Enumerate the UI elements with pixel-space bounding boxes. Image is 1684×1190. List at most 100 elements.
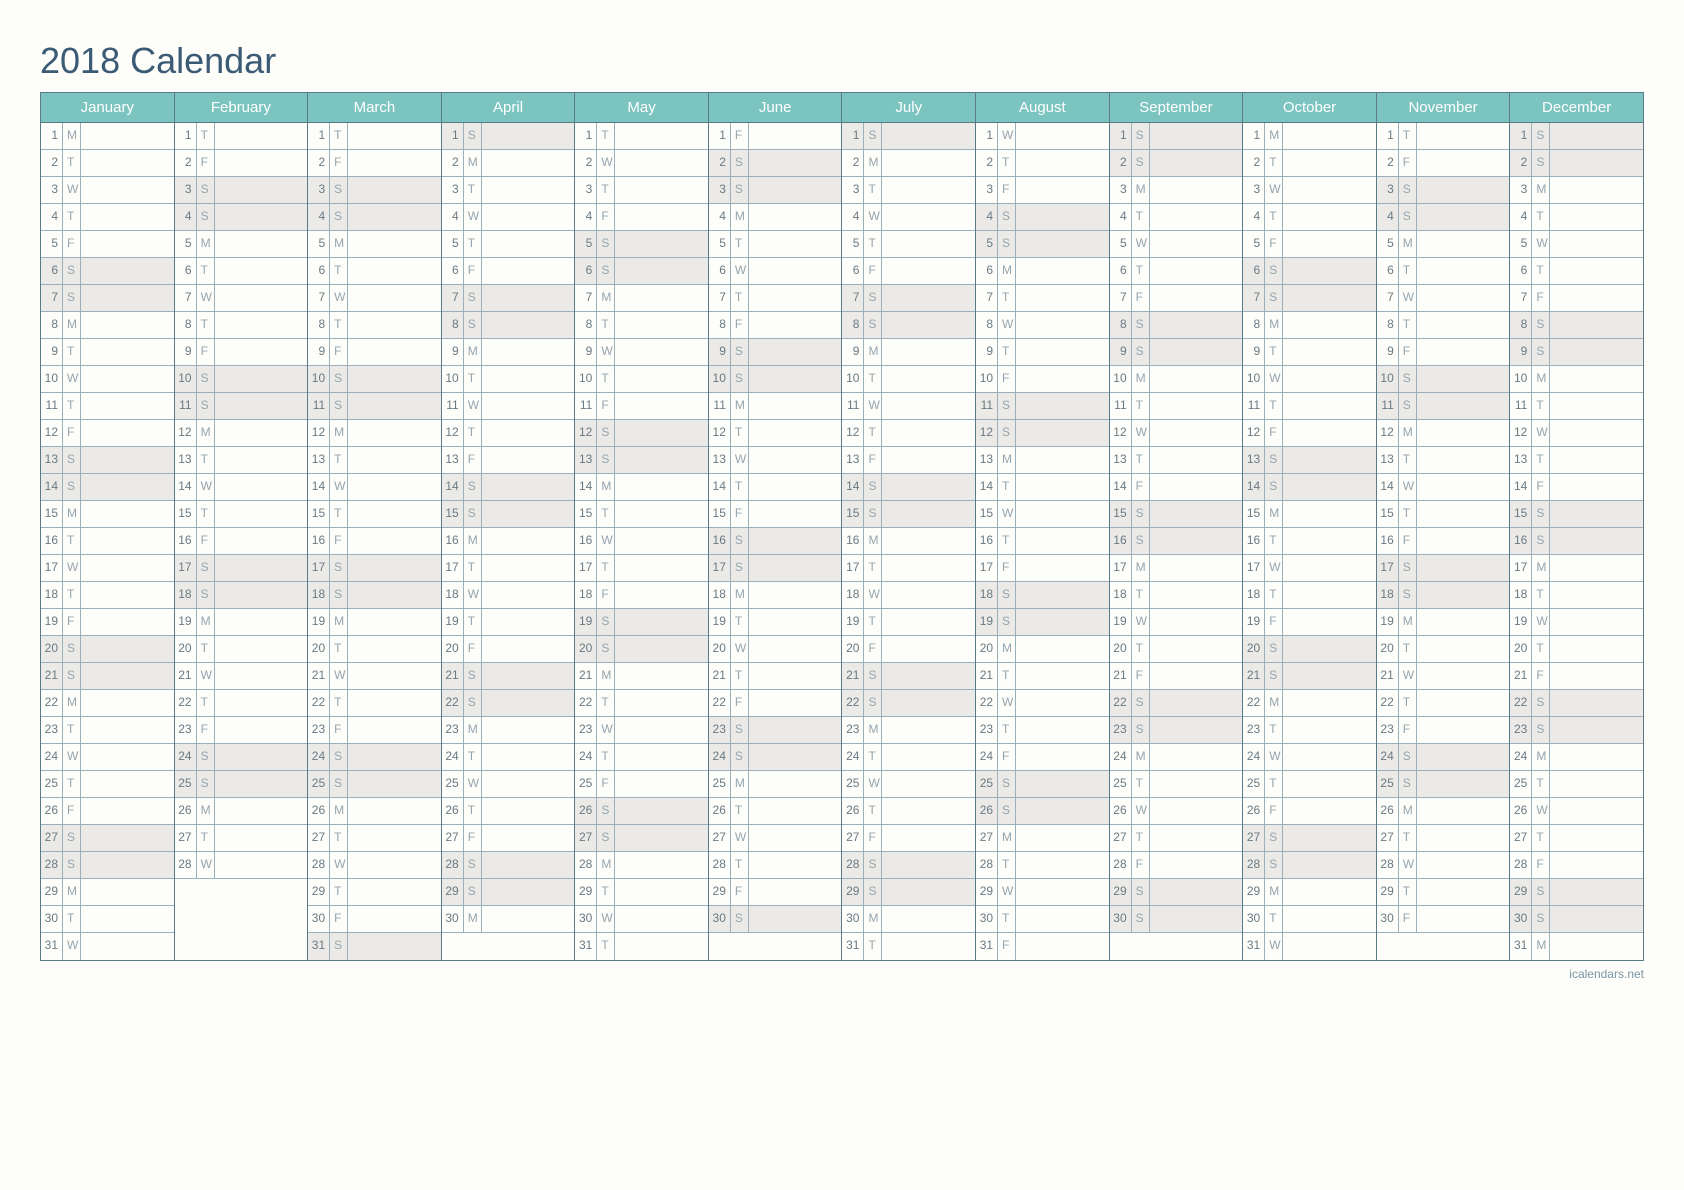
- day-cell: [1283, 258, 1376, 284]
- day-row: 20W: [709, 636, 842, 663]
- day-number: 18: [308, 582, 330, 608]
- day-of-week: S: [330, 555, 348, 581]
- day-row: 28F: [1110, 852, 1243, 879]
- day-cell: [1550, 744, 1643, 770]
- day-number: 12: [1377, 420, 1399, 446]
- day-cell: [1550, 609, 1643, 635]
- day-number: 13: [41, 447, 63, 473]
- day-of-week: T: [597, 933, 615, 960]
- day-of-week: S: [731, 744, 749, 770]
- day-row: 20F: [442, 636, 575, 663]
- month-header: November: [1377, 93, 1510, 123]
- day-cell: [348, 420, 441, 446]
- day-number: 29: [709, 879, 731, 905]
- day-number: 10: [1510, 366, 1532, 392]
- day-number: [175, 933, 197, 960]
- day-cell: [1550, 555, 1643, 581]
- day-cell: [1150, 582, 1243, 608]
- day-row: 13S: [1243, 447, 1376, 474]
- day-cell: [615, 717, 708, 743]
- day-of-week: W: [1265, 366, 1283, 392]
- day-cell: [1016, 177, 1109, 203]
- day-number: 5: [41, 231, 63, 257]
- day-row: 29S: [442, 879, 575, 906]
- day-row: 10W: [41, 366, 174, 393]
- calendar-grid: January1M2T3W4T5F6S7S8M9T10W11T12F13S14S…: [40, 92, 1644, 961]
- day-row: 8S: [842, 312, 975, 339]
- day-number: 1: [1377, 123, 1399, 149]
- day-row: 14W: [308, 474, 441, 501]
- day-row: 10S: [709, 366, 842, 393]
- day-row: 24W: [41, 744, 174, 771]
- day-row: 10F: [976, 366, 1109, 393]
- day-number: 31: [976, 933, 998, 960]
- day-row: 25M: [709, 771, 842, 798]
- day-of-week: T: [597, 123, 615, 149]
- day-row: 13T: [308, 447, 441, 474]
- day-number: 23: [1243, 717, 1265, 743]
- day-number: 15: [1510, 501, 1532, 527]
- day-cell: [81, 528, 174, 554]
- day-cell: [1417, 636, 1510, 662]
- day-cell: [749, 744, 842, 770]
- day-row: 4S: [175, 204, 308, 231]
- day-number: [442, 933, 464, 960]
- day-number: 27: [175, 825, 197, 851]
- day-of-week: S: [597, 798, 615, 824]
- day-cell: [615, 933, 708, 960]
- day-of-week: T: [731, 609, 749, 635]
- day-row: [175, 906, 308, 933]
- day-number: 22: [842, 690, 864, 716]
- day-number: 9: [575, 339, 597, 365]
- day-of-week: F: [63, 609, 81, 635]
- day-of-week: T: [731, 474, 749, 500]
- day-of-week: T: [1265, 150, 1283, 176]
- day-of-week: M: [1265, 312, 1283, 338]
- day-cell: [882, 582, 975, 608]
- day-number: 23: [442, 717, 464, 743]
- month-header: January: [41, 93, 174, 123]
- day-cell: [348, 798, 441, 824]
- day-row: 9F: [1377, 339, 1510, 366]
- day-cell: [1417, 123, 1510, 149]
- day-of-week: T: [63, 771, 81, 797]
- day-number: 6: [1243, 258, 1265, 284]
- day-number: 27: [709, 825, 731, 851]
- day-row: 24M: [1510, 744, 1643, 771]
- day-of-week: S: [731, 555, 749, 581]
- day-cell: [1016, 690, 1109, 716]
- day-number: 30: [842, 906, 864, 932]
- day-of-week: W: [1265, 177, 1283, 203]
- day-row: 28S: [842, 852, 975, 879]
- day-of-week: S: [197, 393, 215, 419]
- day-number: 3: [175, 177, 197, 203]
- day-cell: [1016, 474, 1109, 500]
- day-of-week: T: [1265, 393, 1283, 419]
- day-cell: [749, 150, 842, 176]
- day-number: 26: [442, 798, 464, 824]
- day-number: 19: [41, 609, 63, 635]
- day-number: 28: [1110, 852, 1132, 878]
- day-of-week: T: [998, 339, 1016, 365]
- day-number: 26: [308, 798, 330, 824]
- day-number: 7: [1377, 285, 1399, 311]
- day-cell: [615, 393, 708, 419]
- day-row: 9F: [308, 339, 441, 366]
- day-number: 31: [41, 933, 63, 960]
- day-cell: [615, 339, 708, 365]
- day-of-week: S: [1132, 528, 1150, 554]
- day-row: 30W: [575, 906, 708, 933]
- day-cell: [615, 474, 708, 500]
- day-number: 14: [575, 474, 597, 500]
- day-cell: [482, 582, 575, 608]
- day-row: 30T: [41, 906, 174, 933]
- day-cell: [1283, 609, 1376, 635]
- day-of-week: M: [864, 150, 882, 176]
- day-of-week: M: [1132, 744, 1150, 770]
- day-row: 24M: [1110, 744, 1243, 771]
- day-of-week: M: [197, 420, 215, 446]
- day-of-week: F: [1265, 420, 1283, 446]
- day-row: 6T: [1377, 258, 1510, 285]
- day-number: 19: [1510, 609, 1532, 635]
- day-of-week: F: [464, 825, 482, 851]
